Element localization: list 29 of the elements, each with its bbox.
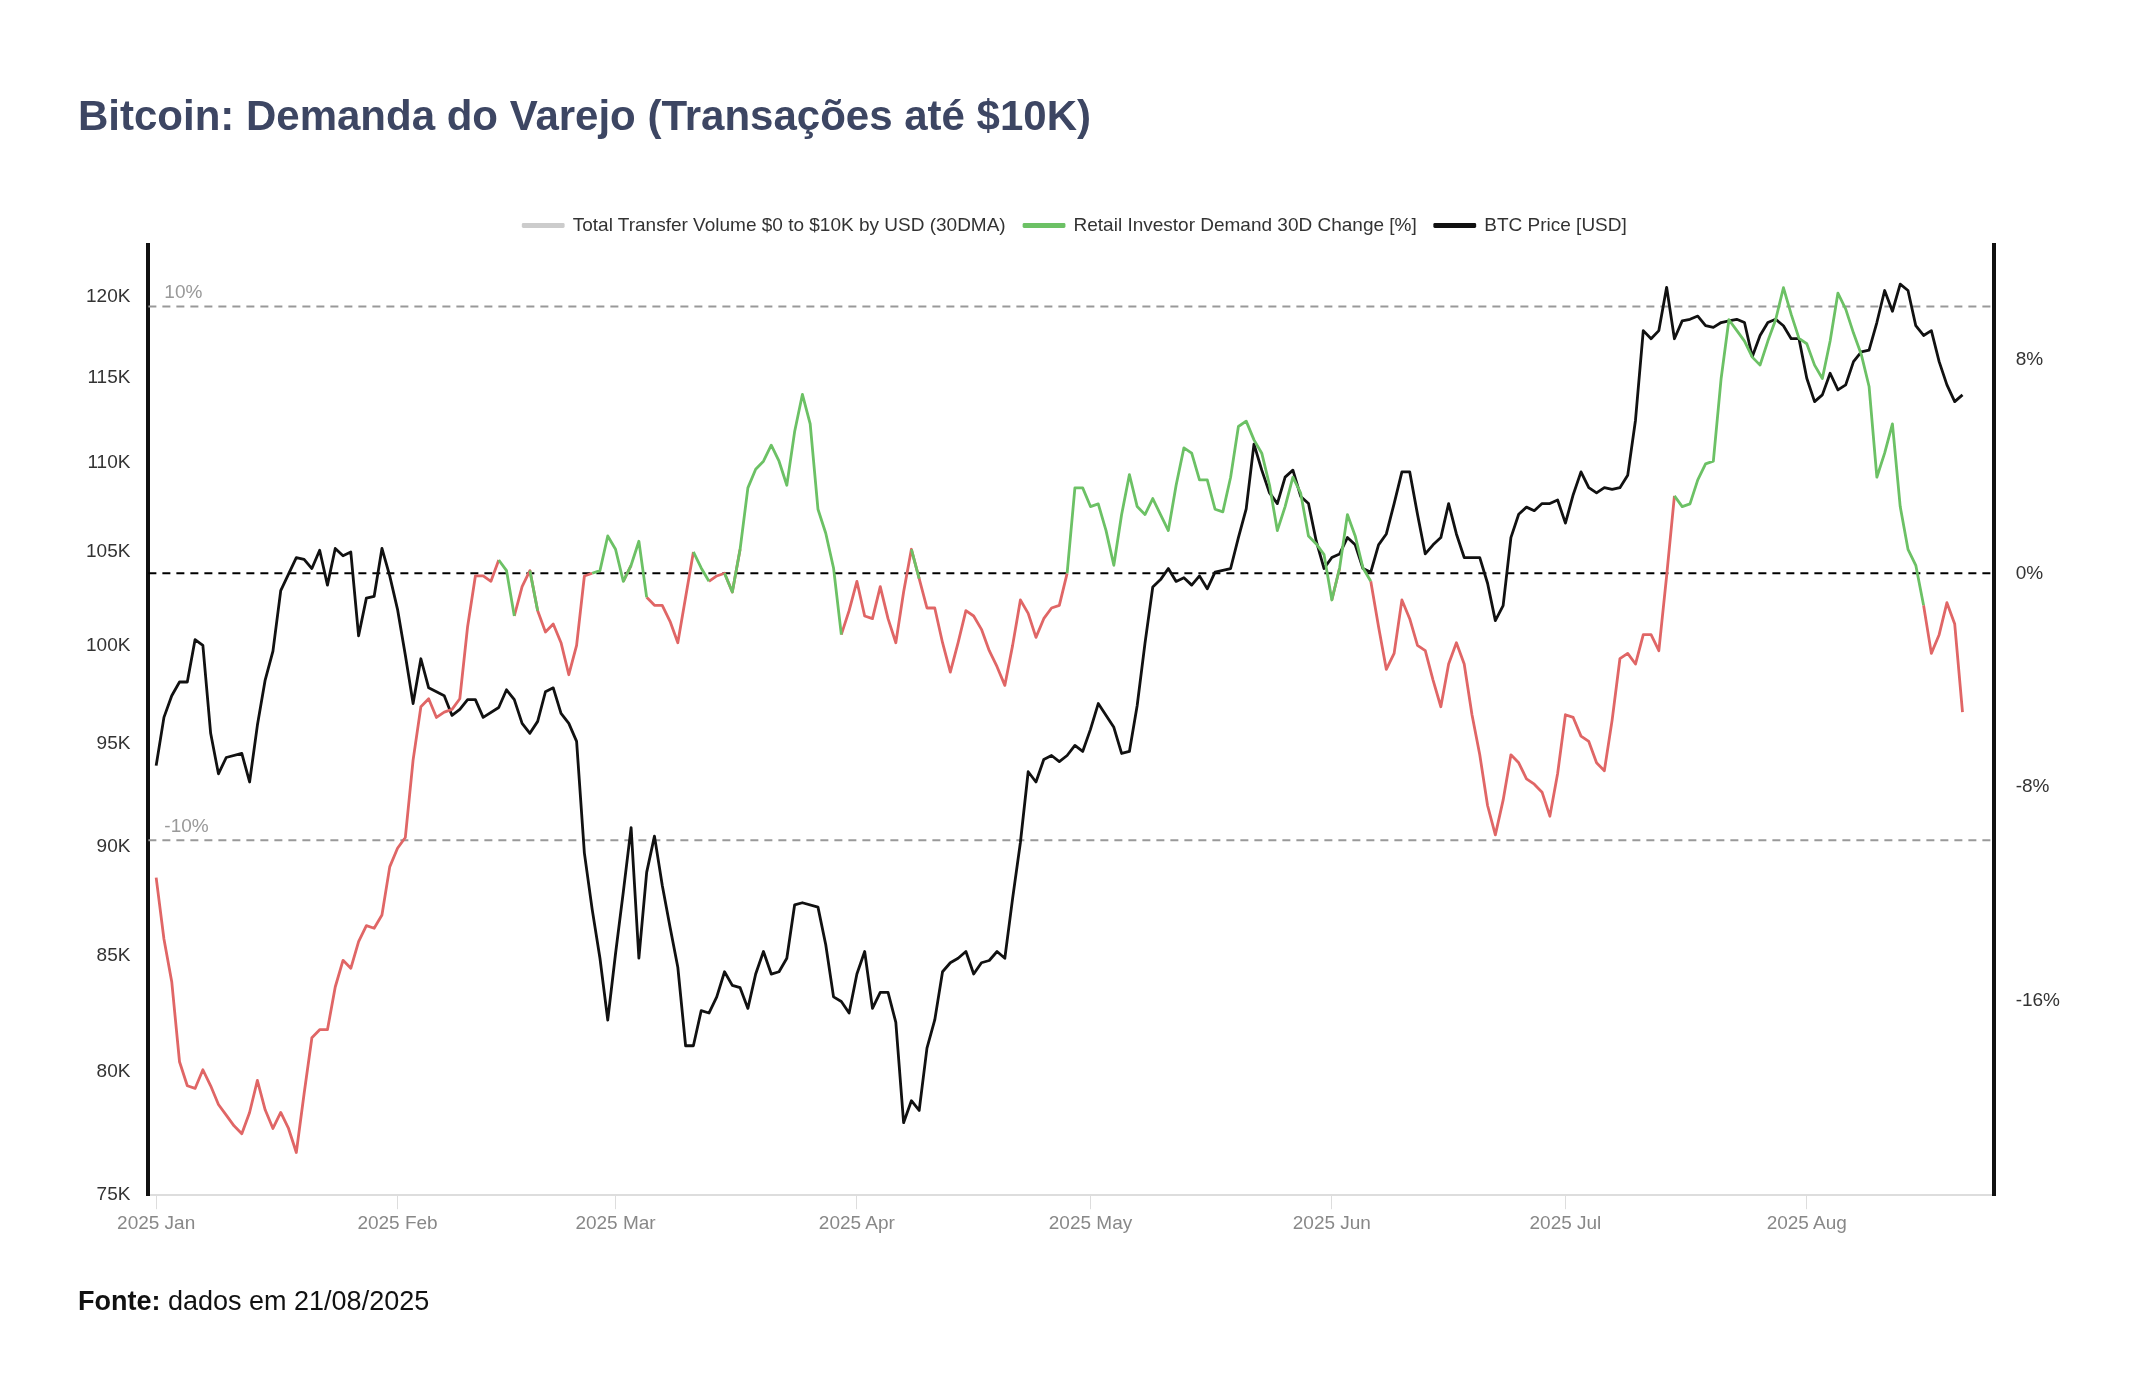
y-tick-label: 80K [96,1060,131,1082]
x-tick-label: 2025 Mar [575,1211,657,1233]
y-tick-label: 90K [96,834,131,856]
ref-line-label: -10% [164,814,209,836]
x-tick-label: 2025 May [1048,1211,1133,1233]
y-tick-label: 100K [86,633,131,655]
y-tick-label: 75K [96,1183,131,1205]
y-tick-label: 115K [87,366,131,388]
chart-title: Bitcoin: Demanda do Varejo (Transações até $10K) [78,92,1092,140]
y-tick-label: 120K [86,285,131,307]
x-tick-label: 2025 Aug [1766,1211,1847,1233]
x-tick-label: 2025 Jun [1292,1211,1371,1233]
y-tick-label: 105K [86,540,131,562]
y2-tick-label: 8% [2015,348,2044,370]
y-tick-label: 110K [87,451,131,473]
source-note: Fonte: dados em 21/08/2025 [78,1286,430,1317]
y-tick-label: 95K [96,731,131,753]
legend-label: Retail Investor Demand 30D Change [%] [1073,213,1417,235]
ref-line-label: 10% [164,281,203,303]
x-tick-label: 2025 Apr [818,1211,896,1233]
y2-tick-label: -8% [2015,775,2050,797]
legend-label: Total Transfer Volume $0 to $10K by USD (30DMA) [572,213,1006,235]
legend-label: BTC Price [USD] [1484,213,1627,235]
y-tick-label: 85K [96,944,131,966]
x-tick-label: 2025 Jan [117,1211,196,1233]
y2-tick-label: -16% [2015,988,2061,1010]
y2-tick-label: 0% [2015,561,2044,583]
x-tick-label: 2025 Jul [1529,1211,1602,1233]
x-tick-label: 2025 Feb [357,1211,438,1233]
